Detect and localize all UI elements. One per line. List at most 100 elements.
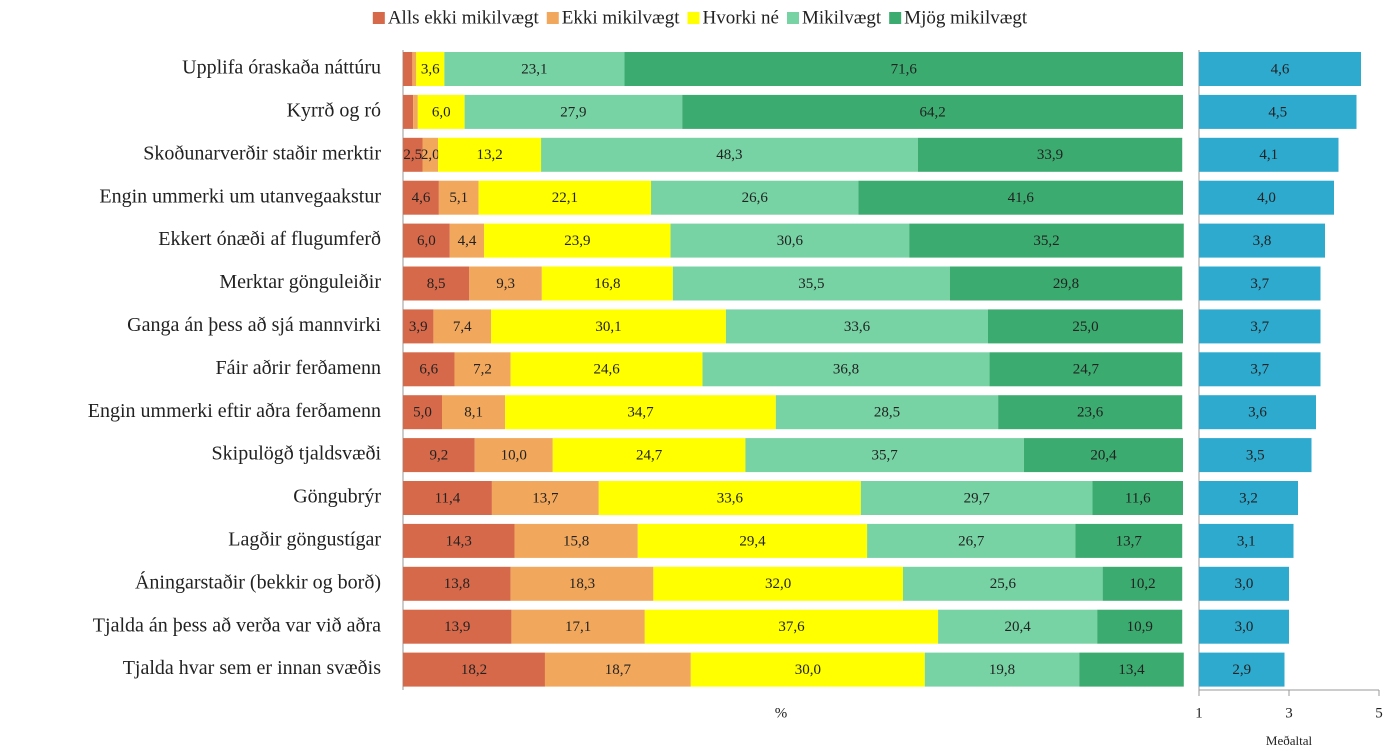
bar-segment xyxy=(474,438,553,473)
bar xyxy=(1199,266,1321,301)
bar-segment xyxy=(505,395,776,430)
data-label: 3,9 xyxy=(409,319,428,335)
bar-segment xyxy=(541,266,673,301)
data-label: 6,0 xyxy=(417,233,436,249)
data-label: 18,3 xyxy=(569,576,595,592)
y-tick-label: Merktar gönguleiðir xyxy=(219,271,381,293)
bar-segment xyxy=(454,352,511,387)
data-label: 4,1 xyxy=(1259,147,1278,163)
bar xyxy=(1199,438,1312,473)
bar-segment xyxy=(403,352,455,387)
bar-segment xyxy=(417,94,465,129)
bar-segment xyxy=(988,309,1183,344)
bar-segment xyxy=(449,223,485,258)
data-label: 13,7 xyxy=(1116,533,1143,549)
data-label: 24,7 xyxy=(1073,362,1100,378)
bar-segment xyxy=(438,180,479,215)
bar-segment xyxy=(624,52,1183,86)
bar xyxy=(1199,52,1361,86)
data-label: 18,2 xyxy=(461,662,487,678)
bar-segment xyxy=(1079,652,1184,687)
data-label: 37,6 xyxy=(778,619,805,635)
bar xyxy=(1199,395,1316,430)
data-label: 8,5 xyxy=(427,276,446,292)
data-label: 9,3 xyxy=(496,276,515,292)
data-label: 16,8 xyxy=(594,276,620,292)
data-label: 29,7 xyxy=(964,490,991,506)
data-label: 30,6 xyxy=(777,233,804,249)
bar-segment xyxy=(403,223,450,258)
data-label: 2,0 xyxy=(421,147,440,163)
bar-segment xyxy=(403,266,470,301)
data-label: 3,8 xyxy=(1253,233,1272,249)
data-label: 18,7 xyxy=(605,662,632,678)
bar-segment xyxy=(690,652,925,687)
data-label: 13,9 xyxy=(444,619,470,635)
bar-segment xyxy=(745,438,1024,473)
bar-segment xyxy=(1102,566,1183,601)
bar-segment xyxy=(998,395,1183,430)
bar-segment xyxy=(511,609,645,644)
bar-segment xyxy=(1023,438,1183,473)
bar-segment xyxy=(478,180,652,215)
data-label: 20,4 xyxy=(1090,448,1117,464)
data-label: 13,8 xyxy=(444,576,470,592)
bar-segment xyxy=(989,352,1183,387)
bar-segment xyxy=(438,137,542,172)
bar-segment xyxy=(902,566,1103,601)
data-label: 13,2 xyxy=(476,147,502,163)
bar-segment xyxy=(860,481,1093,515)
bar-segment xyxy=(412,52,417,86)
data-label: 15,8 xyxy=(563,533,589,549)
bar-segment xyxy=(403,481,492,515)
bar-segment xyxy=(413,94,418,129)
data-label: 3,0 xyxy=(1235,576,1254,592)
data-label: 48,3 xyxy=(716,147,742,163)
data-label: 33,6 xyxy=(717,490,744,506)
data-label: 22,1 xyxy=(552,190,578,206)
bar-segment xyxy=(403,438,475,473)
bar-segment xyxy=(598,481,861,515)
bar-segment xyxy=(444,52,625,86)
bar-segment xyxy=(949,266,1183,301)
y-tick-label: Skipulögð tjaldsvæði xyxy=(212,443,382,465)
data-label: 27,9 xyxy=(560,104,586,120)
x-tick-label: 1 xyxy=(1195,705,1203,721)
data-label: 35,5 xyxy=(798,276,824,292)
bar xyxy=(1199,652,1285,687)
data-label: 33,9 xyxy=(1037,147,1063,163)
bar-segment xyxy=(510,566,654,601)
data-label: 28,5 xyxy=(874,405,900,421)
data-label: 3,7 xyxy=(1250,276,1269,292)
data-label: 41,6 xyxy=(1008,190,1035,206)
bar xyxy=(1199,137,1339,172)
legend-label: Mjög mikilvægt xyxy=(904,7,1028,28)
bar-segment xyxy=(422,137,439,172)
data-label: 10,0 xyxy=(501,448,527,464)
data-label: 3,5 xyxy=(1246,448,1265,464)
data-label: 7,2 xyxy=(473,362,492,378)
bar-segment xyxy=(637,523,868,558)
y-tick-label: Skoðunarverðir staðir merktir xyxy=(143,142,381,164)
y-tick-label: Tjalda hvar sem er innan svæðis xyxy=(123,657,381,679)
bar-segment xyxy=(403,52,413,86)
data-label: 32,0 xyxy=(765,576,791,592)
legend: Alls ekki mikilvægt Ekki mikilvægt Hvorki … xyxy=(372,7,1028,28)
bar-segment xyxy=(552,438,746,473)
data-label: 26,7 xyxy=(958,533,985,549)
data-label: 30,1 xyxy=(595,319,621,335)
bar-segment xyxy=(938,609,1098,644)
bar-segment xyxy=(924,652,1080,687)
bar xyxy=(1199,309,1321,344)
x-tick-label: 5 xyxy=(1375,705,1383,721)
legend-label: Alls ekki mikilvægt xyxy=(388,7,540,28)
legend-swatch xyxy=(786,12,799,24)
y-tick-label: Lagðir göngustígar xyxy=(228,528,381,550)
bar-segment xyxy=(442,395,506,430)
data-label: 36,8 xyxy=(833,362,859,378)
y-tick-label: Engin ummerki um utanvegaakstur xyxy=(99,185,381,207)
data-label: 24,7 xyxy=(636,448,663,464)
y-tick-label: Kyrrð og ró xyxy=(287,99,381,121)
bar-segment xyxy=(510,352,703,387)
y-tick-label: Ekkert ónæði af flugumferð xyxy=(158,228,381,250)
